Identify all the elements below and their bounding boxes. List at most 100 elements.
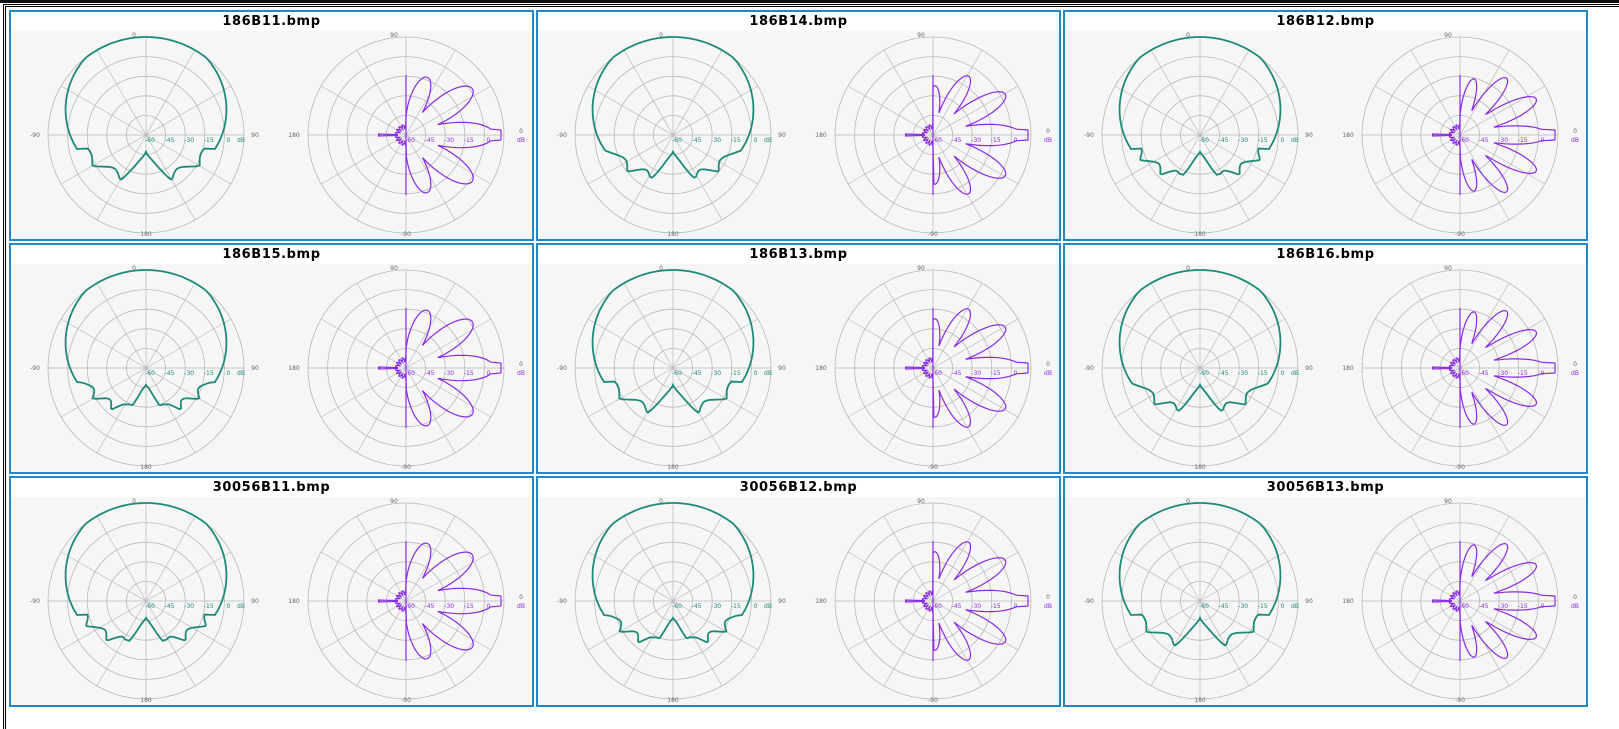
ring-label: -60 [672,603,682,610]
ring-label: -45 [165,370,175,377]
unit-label: dB [237,603,245,610]
unit-label: dB [764,370,772,377]
left-plot-grid [1101,502,1299,700]
polar-plot-pair: 0 -90 90 180 -60 -45 -30 -15 0 dB 90 180 0 -90 -60 -45 -… [557,265,1052,471]
label-right-top: 90 [917,265,925,272]
thumbnail-filename: 186B16.bmp [1065,245,1586,264]
unit-label: dB [1291,370,1299,377]
ring-label: -60 [1199,603,1209,610]
label-left-left: -90 [30,132,40,139]
unit-label: dB [237,370,245,377]
label-left-right: 90 [1305,132,1313,139]
label-right-bottom: -90 [1455,464,1465,471]
azimuth-trace [591,269,755,414]
ring-label: -30 [184,370,194,377]
elevation-trace [1432,76,1556,194]
thumbnail-cell[interactable]: 30056B12.bmp 0 -90 90 180 -60 -45 -30 -15 0 dB 90 18… [536,476,1061,707]
thumbnail-cell[interactable]: 186B15.bmp 0 -90 90 180 -60 -45 -30 -15 0 dB 90 180 0… [9,243,534,474]
ring-label: -30 [1498,603,1508,610]
elevation-trace [1432,309,1556,427]
left-plot-grid [47,269,245,467]
label-left-bottom: 180 [667,231,679,238]
unit-label: dB [764,603,772,610]
ring-label: -30 [1498,137,1508,144]
ring-label: -45 [692,137,702,144]
ring-label: -30 [971,603,981,610]
elevation-trace [378,542,502,660]
ring-label: -15 [991,603,1001,610]
label-left-top: 0 [132,32,136,39]
azimuth-trace [64,502,228,642]
ring-label: -15 [731,603,741,610]
ring-label: -45 [952,137,962,144]
elevation-trace [378,309,502,427]
thumbnail-filename: 186B12.bmp [1065,12,1586,31]
thumbnail-cell[interactable]: 30056B13.bmp 0 -90 90 180 -60 -45 -30 -15 0 dB 90 18… [1063,476,1588,707]
label-right-top: 90 [917,32,925,39]
thumbnail-cell[interactable]: 186B14.bmp 0 -90 90 180 -60 -45 -30 -15 0 dB 90 180 0… [536,10,1061,241]
ring-label: -60 [405,137,415,144]
ring-label: 0 [753,370,757,377]
ring-label: -45 [952,603,962,610]
ring-label: -30 [444,603,454,610]
label-left-right: 90 [778,132,786,139]
label-right-top: 90 [1444,32,1452,39]
label-right-bottom: -90 [928,697,938,704]
unit-label: dB [517,137,525,144]
ring-label: -60 [672,137,682,144]
ring-label: -60 [1459,370,1469,377]
ring-label: 0 [1540,603,1544,610]
top-rule [0,0,1619,3]
left-plot-grid [1101,269,1299,467]
label-right-top: 90 [390,498,398,505]
ring-label: -60 [1459,603,1469,610]
ring-label: -15 [991,370,1001,377]
azimuth-trace [1118,502,1282,647]
ring-label: -45 [425,370,435,377]
ring-label: -15 [1258,603,1268,610]
unit-label: dB [764,137,772,144]
unit-label: dB [1044,603,1052,610]
thumbnail-grid: 186B11.bmp 0 -90 90 180 -60 -45 -30 -15 0 dB 90 180 0… [3,4,1619,729]
polar-plot-pair: 0 -90 90 180 -60 -45 -30 -15 0 dB 90 180 0 -90 -60 -45 -… [30,32,525,238]
ring-label: -15 [464,370,474,377]
thumbnail-filename: 186B13.bmp [538,245,1059,264]
ring-label: 0 [226,137,230,144]
ring-label: -45 [1479,137,1489,144]
label-left-left: -90 [30,365,40,372]
azimuth-trace [64,36,228,181]
ring-label: -60 [405,603,415,610]
label-right-top: 90 [390,265,398,272]
polar-plot-pair: 0 -90 90 180 -60 -45 -30 -15 0 dB 90 180 0 -90 -60 -45 -… [30,498,525,704]
label-right-right: 0 [1046,361,1050,368]
ring-label: -15 [1258,370,1268,377]
label-right-left: 180 [1342,365,1354,372]
label-right-right: 0 [519,128,523,135]
ring-label: -30 [711,370,721,377]
label-left-left: -90 [1084,365,1094,372]
label-right-top: 90 [1444,498,1452,505]
label-right-right: 0 [1573,361,1577,368]
elevation-trace [905,75,1029,195]
ring-label: 0 [1280,603,1284,610]
label-right-left: 180 [288,365,300,372]
thumbnail-cell[interactable]: 186B13.bmp 0 -90 90 180 -60 -45 -30 -15 0 dB 90 180 0… [536,243,1061,474]
ring-label: -45 [425,137,435,144]
label-left-left: -90 [557,598,567,605]
elevation-trace [378,76,502,194]
label-left-top: 0 [659,498,663,505]
ring-label: 0 [486,370,490,377]
ring-label: -30 [444,137,454,144]
thumbnail-cell[interactable]: 30056B11.bmp 0 -90 90 180 -60 -45 -30 -15 0 dB 90 18… [9,476,534,707]
polar-plot-pair: 0 -90 90 180 -60 -45 -30 -15 0 dB 90 180 0 -90 -60 -45 -… [1084,498,1579,704]
ring-label: -15 [204,370,214,377]
ring-label: -30 [711,137,721,144]
ring-label: -45 [165,137,175,144]
thumbnail-cell[interactable]: 186B12.bmp 0 -90 90 180 -60 -45 -30 -15 0 dB 90 180 0… [1063,10,1588,241]
thumbnail-cell[interactable]: 186B16.bmp 0 -90 90 180 -60 -45 -30 -15 0 dB 90 180 0… [1063,243,1588,474]
thumbnail-cell[interactable]: 186B11.bmp 0 -90 90 180 -60 -45 -30 -15 0 dB 90 180 0… [9,10,534,241]
ring-label: 0 [486,603,490,610]
label-right-right: 0 [1046,128,1050,135]
left-plot-grid [47,502,245,700]
ring-label: -15 [1258,137,1268,144]
